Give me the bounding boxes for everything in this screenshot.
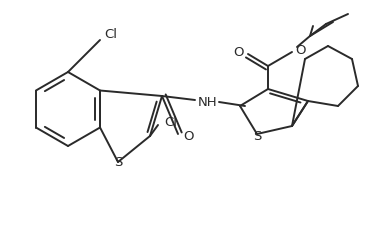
Text: NH: NH xyxy=(198,95,218,109)
Text: Cl: Cl xyxy=(165,116,177,128)
Text: S: S xyxy=(253,129,261,143)
Text: O: O xyxy=(234,45,244,58)
Text: S: S xyxy=(114,157,122,169)
Text: O: O xyxy=(183,131,193,143)
Text: O: O xyxy=(296,44,306,56)
Text: Cl: Cl xyxy=(105,28,117,40)
